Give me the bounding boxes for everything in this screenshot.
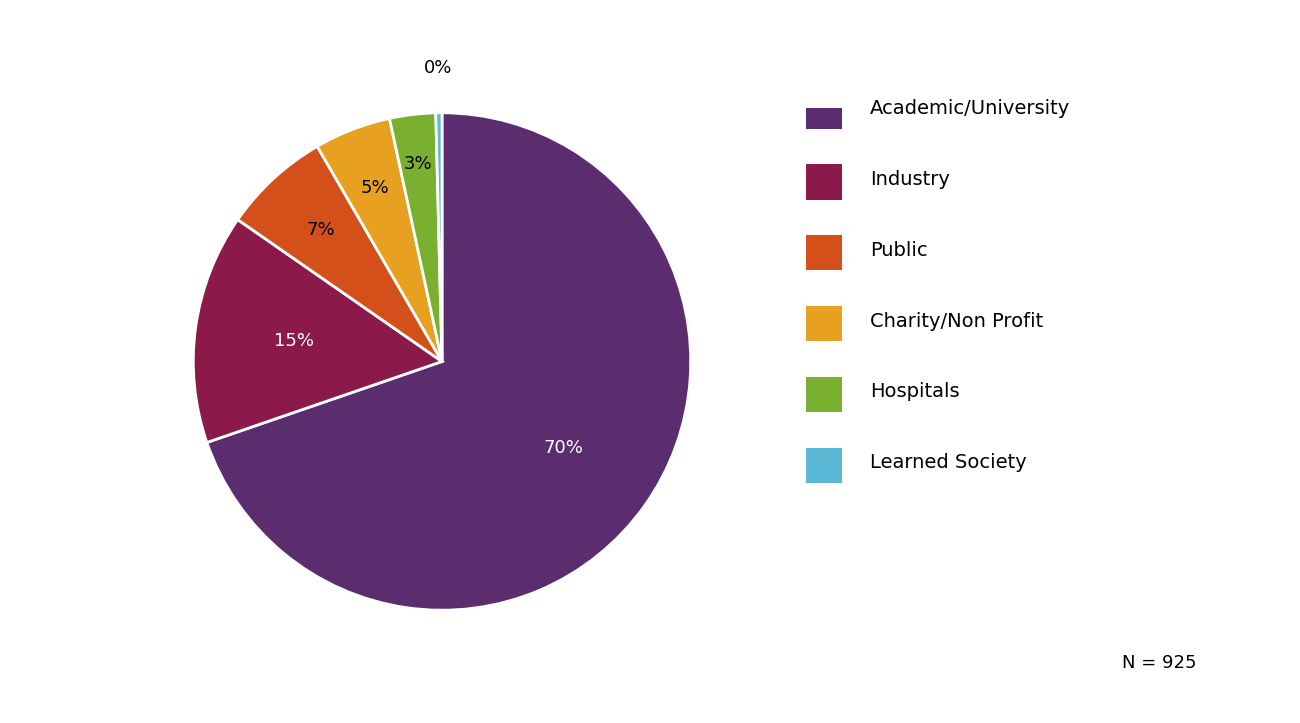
Text: 7%: 7% [307, 221, 335, 239]
FancyBboxPatch shape [806, 93, 842, 129]
Text: Charity/Non Profit: Charity/Non Profit [870, 312, 1043, 330]
FancyBboxPatch shape [806, 377, 842, 412]
Wedge shape [194, 220, 442, 442]
FancyBboxPatch shape [806, 306, 842, 341]
Wedge shape [238, 146, 442, 362]
FancyBboxPatch shape [806, 164, 842, 200]
Text: N = 925: N = 925 [1122, 654, 1196, 672]
Text: 0%: 0% [424, 59, 452, 77]
Wedge shape [317, 119, 442, 362]
Text: Industry: Industry [870, 170, 949, 189]
Text: 70%: 70% [543, 439, 584, 457]
FancyBboxPatch shape [806, 448, 842, 483]
Text: Public: Public [870, 241, 927, 260]
Wedge shape [436, 113, 442, 362]
Wedge shape [390, 113, 442, 362]
FancyBboxPatch shape [806, 235, 842, 270]
Wedge shape [207, 113, 690, 610]
Text: 5%: 5% [360, 179, 389, 197]
Text: Hospitals: Hospitals [870, 382, 959, 401]
Text: 3%: 3% [404, 155, 433, 173]
Text: 15%: 15% [274, 332, 315, 350]
Text: Learned Society: Learned Society [870, 453, 1027, 472]
Text: Academic/University: Academic/University [870, 99, 1070, 118]
